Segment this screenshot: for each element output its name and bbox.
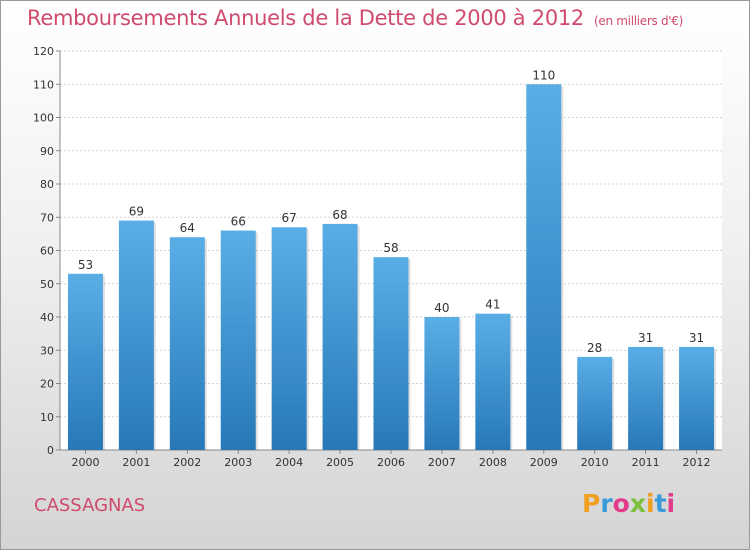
data-label: 28 (587, 341, 602, 355)
y-tick-label: 90 (40, 145, 54, 158)
y-tick-label: 40 (40, 311, 54, 324)
bar (118, 220, 154, 450)
data-label: 58 (383, 241, 398, 255)
y-tick-label: 110 (33, 78, 54, 91)
logo-letter: i (646, 489, 655, 518)
x-tick-label: 2000 (71, 456, 99, 469)
x-tick-label: 2010 (581, 456, 609, 469)
x-tick-label: 2006 (377, 456, 405, 469)
bar (577, 356, 613, 450)
bar (271, 227, 307, 450)
logo-letter: r (600, 489, 613, 518)
x-tick-label: 2003 (224, 456, 252, 469)
y-tick-label: 0 (47, 444, 54, 457)
data-label: 68 (332, 208, 347, 222)
title-text: Remboursements Annuels de la Dette de 20… (27, 6, 584, 30)
proxiti-logo: Proxiti (582, 489, 675, 518)
y-tick-label: 70 (40, 211, 54, 224)
town-name: CASSAGNAS (34, 495, 146, 516)
x-tick-label: 2007 (428, 456, 456, 469)
bar (526, 84, 562, 450)
bar (67, 273, 103, 450)
bar (475, 313, 511, 450)
bar (628, 346, 664, 450)
data-label: 66 (231, 215, 246, 229)
x-tick-label: 2002 (173, 456, 201, 469)
x-tick-label: 2005 (326, 456, 354, 469)
y-tick-label: 50 (40, 278, 54, 291)
y-tick-label: 30 (40, 344, 54, 357)
logo-letter: P (582, 489, 601, 518)
bar (220, 230, 256, 450)
data-label: 31 (638, 331, 653, 345)
x-tick-label: 2001 (122, 456, 150, 469)
data-label: 53 (78, 258, 93, 272)
y-tick-label: 20 (40, 378, 54, 391)
data-label: 64 (180, 221, 195, 235)
y-tick-label: 100 (33, 112, 54, 125)
chart-subtitle: (en milliers d'€) (594, 14, 684, 28)
bar (322, 223, 358, 450)
bar (373, 257, 409, 450)
x-tick-label: 2009 (530, 456, 558, 469)
y-tick-label: 60 (40, 245, 54, 258)
data-label: 31 (689, 331, 704, 345)
bar (679, 346, 715, 450)
y-tick-label: 10 (40, 411, 54, 424)
logo-letter: o (612, 489, 630, 518)
data-label: 110 (532, 68, 555, 82)
data-label: 40 (434, 301, 449, 315)
chart-title: Remboursements Annuels de la Dette de 20… (27, 6, 683, 30)
y-tick-label: 80 (40, 178, 54, 191)
x-tick-label: 2004 (275, 456, 303, 469)
bar (424, 317, 460, 450)
logo-letter: i (666, 489, 676, 518)
x-tick-label: 2012 (683, 456, 711, 469)
data-label: 69 (129, 205, 144, 219)
logo-letter: t (654, 489, 667, 518)
x-tick-label: 2008 (479, 456, 507, 469)
data-label: 67 (282, 211, 297, 225)
data-label: 41 (485, 298, 500, 312)
bar (169, 237, 205, 450)
y-tick-label: 120 (33, 45, 54, 58)
x-tick-label: 2011 (632, 456, 660, 469)
logo-letter: x (629, 489, 646, 518)
